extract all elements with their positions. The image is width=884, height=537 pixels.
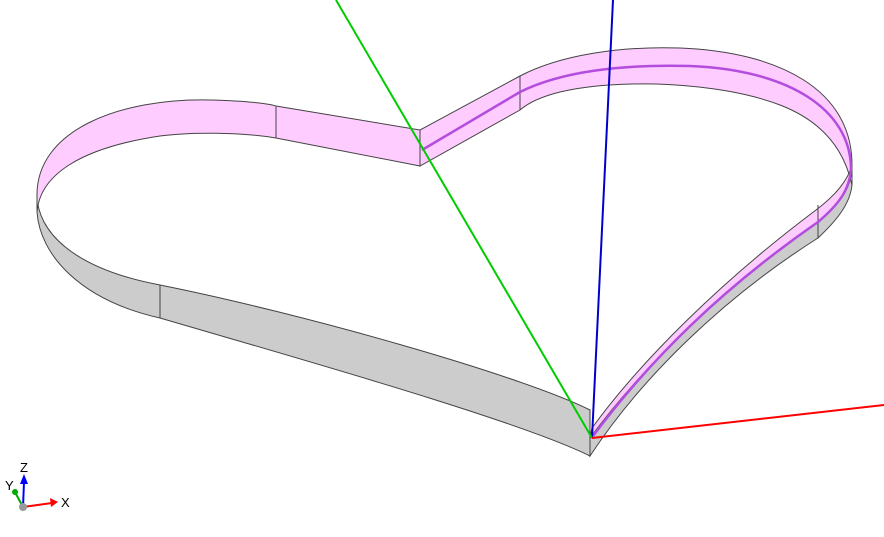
x-axis-line: [591, 404, 884, 439]
triad-z-label: Z: [20, 460, 28, 475]
outer-face-left[interactable]: [36, 195, 591, 457]
inner-face-left-lobe[interactable]: [36, 99, 421, 213]
triad-x-label: X: [61, 495, 70, 510]
triad-y-dot: [12, 489, 18, 495]
highlighted-curve[interactable]: [421, 64, 853, 437]
triad-z-arrowhead: [20, 474, 28, 484]
inner-face-right-lobe[interactable]: [419, 47, 853, 186]
orientation-triad[interactable]: X Z Y: [5, 460, 70, 511]
triad-x-arrow: [22, 502, 53, 508]
triad-x-arrowhead: [50, 498, 58, 507]
triad-z-arrow: [22, 481, 25, 508]
z-axis-line: [591, 0, 614, 439]
triad-y-label: Y: [5, 478, 14, 493]
y-axis-line: [335, 0, 593, 439]
triad-origin: [19, 503, 27, 511]
